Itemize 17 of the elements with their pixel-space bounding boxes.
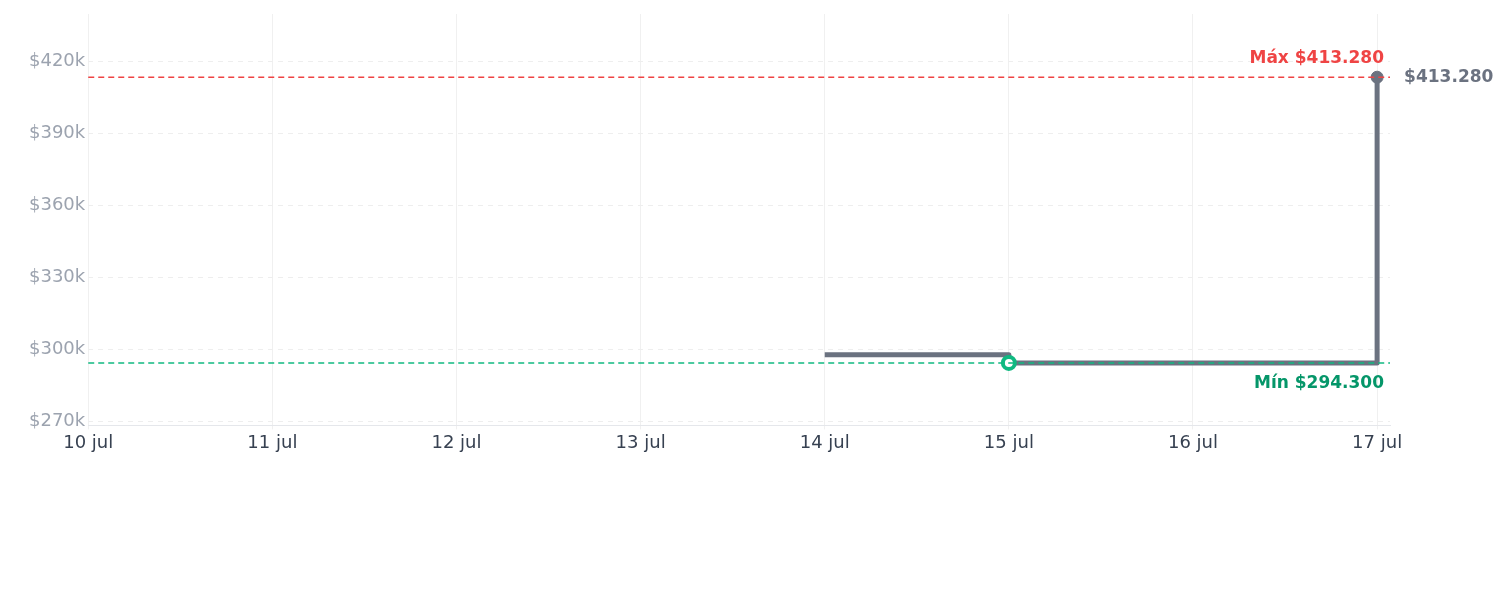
x-tick-label: 13 jul (615, 430, 666, 452)
y-tick-label: $270k (29, 408, 86, 430)
y-tick-label: $390k (29, 120, 86, 142)
x-tick-label: 17 jul (1352, 430, 1403, 452)
x-tick-label: 15 jul (983, 430, 1034, 452)
x-tick-label: 11 jul (247, 430, 298, 452)
y-tick-label: $300k (29, 336, 86, 358)
ref-line-label: Mín $294.300 (1253, 371, 1385, 392)
x-tick-label: 14 jul (799, 430, 850, 452)
y-tick-label: $360k (29, 192, 86, 214)
x-tick-label: 16 jul (1167, 430, 1219, 452)
x-tick-label: 12 jul (431, 430, 482, 452)
x-tick-label: 10 jul (63, 430, 114, 452)
ref-line-label: Máx $413.280 (1249, 47, 1385, 68)
y-tick-label: $330k (29, 264, 86, 286)
annotation: $413.280 (1404, 65, 1494, 86)
y-tick-label: $420k (29, 48, 86, 70)
